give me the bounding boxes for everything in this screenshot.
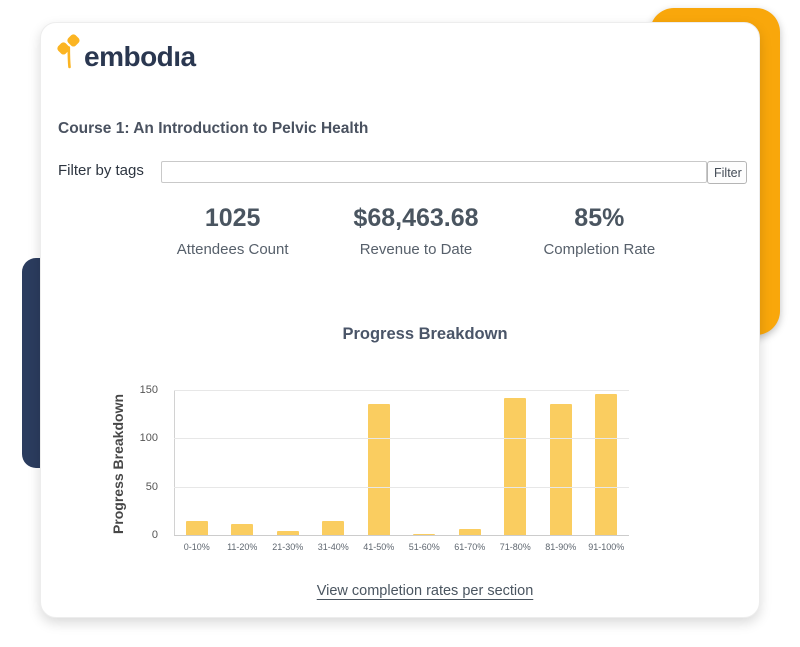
bar-81-90% xyxy=(549,403,572,536)
x-tick-label-81-90%: 81-90% xyxy=(545,542,577,552)
dashboard-card: embodıa Course 1: An Introduction to Pel… xyxy=(40,22,760,618)
course-title: Course 1: An Introduction to Pelvic Heal… xyxy=(58,120,369,137)
attendees-count-value: 1025 xyxy=(204,204,261,232)
x-tick-label-71-80%: 71-80% xyxy=(499,542,531,552)
stat-revenue: $68,463.68 Revenue to Date xyxy=(324,204,507,258)
bar-11-20% xyxy=(231,524,254,536)
bar-column xyxy=(493,397,539,536)
x-tick-label-11-20%: 11-20% xyxy=(227,542,258,552)
bar-column xyxy=(220,524,266,536)
bar-0-10% xyxy=(185,520,208,536)
x-tick-label-31-40%: 31-40% xyxy=(317,542,349,552)
revenue-label: Revenue to Date xyxy=(359,241,473,258)
logo-wordmark: embodıa xyxy=(84,41,196,72)
bar-column xyxy=(265,531,311,536)
gridline-50 xyxy=(174,486,629,488)
chart-xlabels: 0-10% 11-20% 21-30% 31-40% 41-50% 51-60% 61-70… xyxy=(174,542,629,552)
bar-column xyxy=(311,520,357,536)
filter-tags-input[interactable] xyxy=(161,161,707,183)
filter-button[interactable]: Filter xyxy=(707,161,747,184)
x-tick-label-61-70%: 61-70% xyxy=(454,542,486,552)
stats-row: 1025 Attendees Count $68,463.68 Revenue … xyxy=(141,204,691,258)
bar-71-80% xyxy=(504,397,527,536)
embodia-logo: embodıa xyxy=(57,34,196,75)
bar-column xyxy=(174,520,220,536)
footer-link-wrap: View completion rates per section xyxy=(91,582,759,600)
view-completion-rates-link[interactable]: View completion rates per section xyxy=(316,583,534,599)
bar-41-50% xyxy=(367,403,390,536)
bar-column xyxy=(356,403,402,536)
chart-yticks: 0 50 100 150 xyxy=(132,385,166,541)
x-tick-label-0-10%: 0-10% xyxy=(183,542,210,552)
completion-rate-label: Completion Rate xyxy=(543,241,656,258)
y-axis-line xyxy=(174,391,175,536)
chart-bars xyxy=(174,391,629,536)
bar-column xyxy=(447,529,493,536)
attendees-count-label: Attendees Count xyxy=(176,241,289,258)
y-tick-label-0: 0 xyxy=(151,529,158,541)
x-tick-label-21-30%: 21-30% xyxy=(272,542,304,552)
gridline-150 xyxy=(174,390,629,391)
chart-y-axis-label: Progress Breakdown xyxy=(110,393,126,535)
y-tick-label-100: 100 xyxy=(139,432,158,445)
bar-91-100% xyxy=(595,393,618,536)
gridline-100 xyxy=(174,438,629,440)
bar-31-40% xyxy=(322,520,345,536)
filter-by-tags-label: Filter by tags xyxy=(58,162,144,179)
revenue-value: $68,463.68 xyxy=(353,204,479,232)
gridline-0 xyxy=(174,535,629,536)
completion-rate-value: 85% xyxy=(574,204,625,232)
chart-plot xyxy=(174,390,629,536)
y-tick-label-150: 150 xyxy=(139,384,158,396)
bar-column xyxy=(538,403,584,536)
chart-title: Progress Breakdown xyxy=(342,325,508,343)
bar-column xyxy=(584,393,630,536)
x-tick-label-91-100%: 91-100% xyxy=(588,542,625,552)
embodia-leaf-icon xyxy=(57,34,82,75)
y-tick-label-50: 50 xyxy=(145,480,158,493)
bar-61-70% xyxy=(458,529,481,536)
x-tick-label-51-60%: 51-60% xyxy=(408,542,440,552)
bar-21-30% xyxy=(276,531,299,536)
stat-completion: 85% Completion Rate xyxy=(508,204,691,258)
stat-attendees: 1025 Attendees Count xyxy=(141,204,324,258)
x-tick-label-41-50%: 41-50% xyxy=(363,542,395,552)
